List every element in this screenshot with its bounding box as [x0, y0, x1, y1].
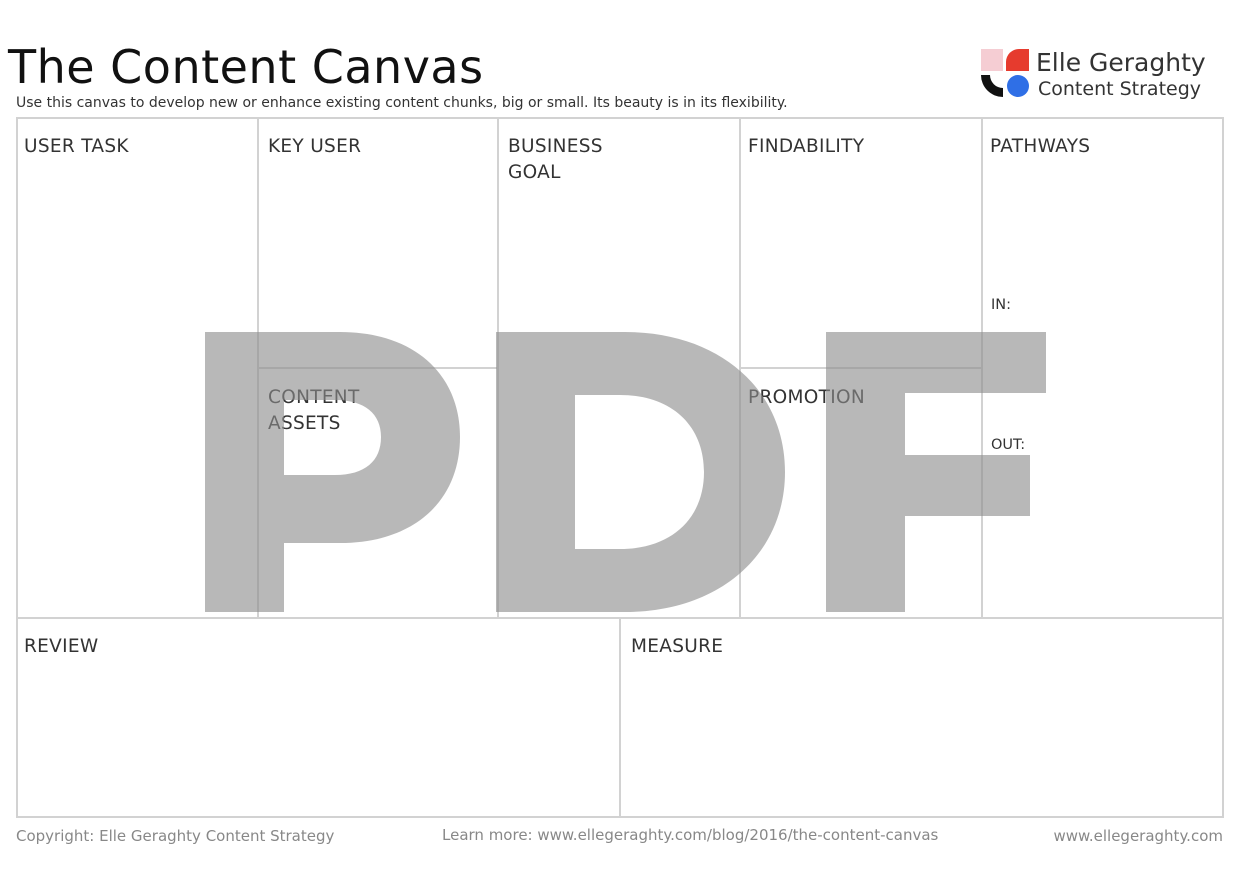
content-assets-line1: CONTENT: [268, 387, 360, 408]
grid-border-left: [16, 117, 18, 818]
pathways-out-label: OUT:: [991, 437, 1026, 453]
grid-border-top: [16, 117, 1224, 119]
footer-website-link[interactable]: www.ellegeraghty.com: [1053, 827, 1223, 845]
page-subtitle: Use this canvas to develop new or enhanc…: [16, 95, 788, 111]
cell-business-goal: BUSINESS GOAL: [508, 134, 603, 186]
grid-border-right: [1222, 117, 1224, 818]
cell-content-assets: CONTENT ASSETS: [268, 385, 360, 437]
business-goal-line2: GOAL: [508, 162, 561, 183]
cell-pathways: PATHWAYS: [990, 136, 1091, 157]
footer-copyright: Copyright: Elle Geraghty Content Strateg…: [16, 827, 335, 845]
grid-split-findability: [740, 367, 982, 369]
logo-tagline: Content Strategy: [1038, 78, 1202, 100]
cell-key-user: KEY USER: [268, 136, 362, 157]
grid-bottom-split: [619, 617, 621, 817]
cell-measure: MEASURE: [631, 636, 724, 657]
content-assets-line2: ASSETS: [268, 413, 341, 434]
cell-promotion: PROMOTION: [748, 387, 865, 408]
cell-user-task: USER TASK: [24, 136, 129, 157]
grid-border-bottom: [16, 816, 1224, 818]
logo-mark-icon: [981, 49, 1029, 97]
logo-name: Elle Geraghty: [1036, 48, 1206, 77]
grid-split-key-user: [258, 367, 498, 369]
cell-review: REVIEW: [24, 636, 99, 657]
brand-logo: Elle Geraghty Content Strategy: [980, 48, 1230, 104]
cell-findability: FINDABILITY: [748, 136, 865, 157]
footer-learn-more-link[interactable]: Learn more: www.ellegeraghty.com/blog/20…: [442, 826, 939, 844]
page-title: The Content Canvas: [8, 40, 484, 94]
business-goal-line1: BUSINESS: [508, 136, 603, 157]
pathways-in-label: IN:: [991, 297, 1012, 313]
